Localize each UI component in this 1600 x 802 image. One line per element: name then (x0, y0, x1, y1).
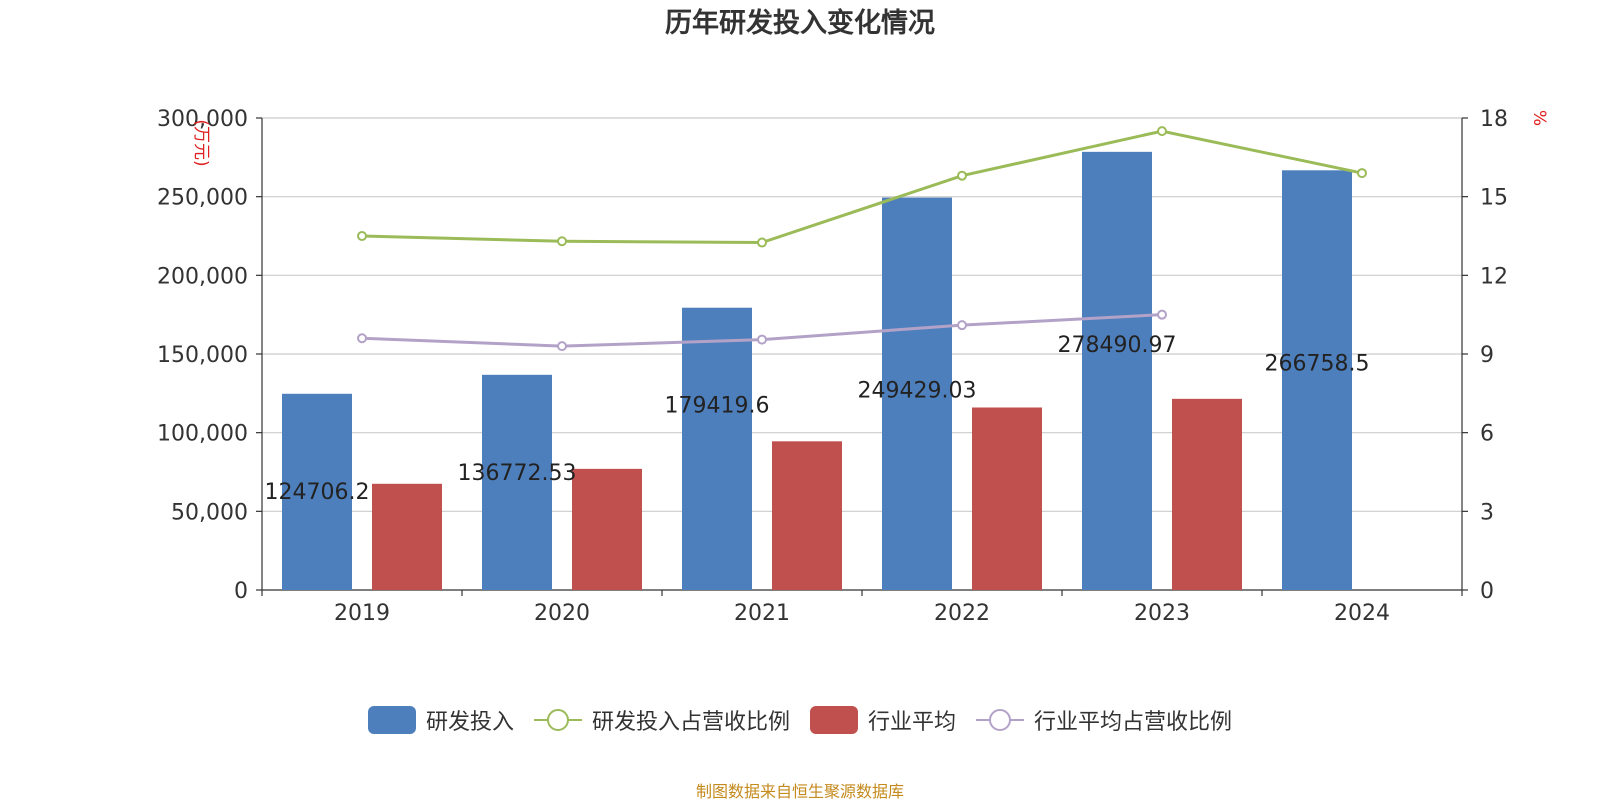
legend-item-rd-ratio[interactable]: 研发投入占营收比例 (533, 704, 790, 736)
right-axis-unit: % (1529, 110, 1549, 126)
data-label: 179419.6 (665, 394, 770, 419)
legend-swatch-rd-ratio (533, 709, 582, 731)
point-industry-ratio (357, 333, 367, 344)
point-rd-ratio (957, 170, 967, 181)
data-label: 136772.53 (458, 461, 577, 486)
data-label: 124706.2 (265, 480, 370, 505)
bar-industry-average (372, 483, 442, 590)
point-rd-ratio (1357, 168, 1367, 179)
right-tick-label: 12 (1480, 264, 1508, 289)
bar-industry-average (1172, 398, 1242, 590)
right-tick-label: 15 (1480, 186, 1508, 211)
right-tick-label: 18 (1480, 107, 1508, 132)
point-industry-ratio (957, 320, 967, 331)
line-rd-ratio (361, 129, 1363, 245)
bar-industry-average (772, 441, 842, 590)
point-rd-ratio (757, 237, 767, 248)
source-note: 制图数据来自恒生聚源数据库 (695, 782, 904, 801)
bar-rd-investment (482, 374, 552, 590)
x-tick-label: 2021 (734, 601, 790, 626)
point-rd-ratio (1157, 126, 1167, 137)
left-tick-label: 300,000 (157, 107, 248, 132)
bar-rd-investment (1082, 151, 1152, 590)
right-tick-label: 0 (1480, 579, 1494, 604)
axes: 0 0 50,000 3 100,000 6 150,000 9 200,000 12 250,00… (157, 107, 1549, 626)
left-tick-label: 100,000 (157, 422, 248, 447)
x-tick-label: 2023 (1134, 601, 1190, 626)
legend: 研发投入 研发投入占营收比例 行业平均 行业平均占营收比例 (0, 700, 1600, 740)
bar-industry-average (972, 407, 1042, 590)
right-tick-label: 6 (1480, 422, 1494, 447)
bar-rd-investment (682, 307, 752, 590)
left-axis-unit: (万元) (191, 119, 211, 166)
gridlines (262, 117, 1462, 512)
left-tick-label: 200,000 (157, 264, 248, 289)
chart-title: 历年研发投入变化情况 (665, 7, 935, 39)
legend-swatch-rd-investment (367, 706, 416, 734)
left-tick-label: 50,000 (171, 500, 248, 525)
left-tick-label: 250,000 (157, 186, 248, 211)
legend-item-industry-ratio[interactable]: 行业平均占营收比例 (976, 704, 1232, 736)
data-label: 266758.5 (1265, 351, 1370, 376)
legend-label-rd-ratio: 研发投入占营收比例 (591, 710, 790, 735)
point-industry-ratio (557, 341, 567, 352)
bar-rd-investment (882, 197, 952, 590)
right-tick-label: 9 (1480, 343, 1494, 368)
legend-swatch-industry-average (810, 706, 858, 734)
lines (357, 126, 1367, 352)
x-tick-label: 2019 (334, 601, 390, 626)
x-tick-label: 2024 (1334, 601, 1390, 626)
point-rd-ratio (557, 236, 567, 247)
point-industry-ratio (1157, 309, 1167, 320)
x-tick-label: 2022 (934, 601, 990, 626)
data-labels: 124706.2 136772.53 179419.6 249429.03 278490… (265, 333, 1370, 505)
left-tick-label: 0 (234, 579, 248, 604)
point-rd-ratio (357, 231, 367, 241)
legend-swatch-industry-ratio (976, 709, 1025, 731)
bar-industry-average (572, 468, 642, 590)
left-tick-label: 150,000 (157, 343, 248, 368)
data-label: 278490.97 (1058, 333, 1177, 358)
legend-item-industry-average[interactable]: 行业平均 (810, 704, 956, 736)
legend-label-rd-investment: 研发投入 (425, 710, 514, 735)
bar-rd-investment (1282, 170, 1352, 590)
bars (282, 151, 1352, 590)
right-tick-label: 3 (1480, 500, 1494, 525)
legend-label-industry-average: 行业平均 (868, 710, 957, 735)
legend-label-industry-ratio: 行业平均占营收比例 (1034, 710, 1233, 735)
x-tick-label: 2020 (534, 601, 590, 626)
legend-item-rd-investment[interactable]: 研发投入 (367, 704, 514, 736)
point-industry-ratio (757, 334, 767, 345)
bar-rd-investment (282, 393, 352, 590)
data-label: 249429.03 (858, 379, 977, 404)
